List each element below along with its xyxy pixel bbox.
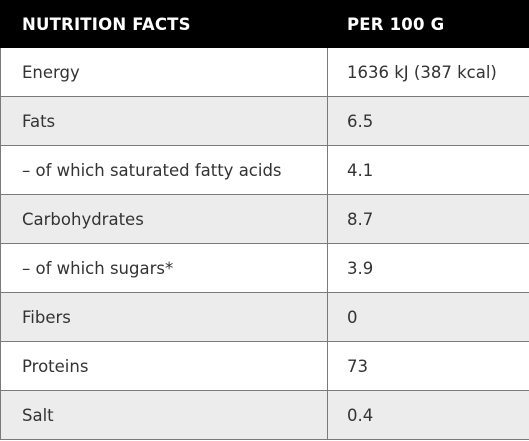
nutrient-name: – of which sugars* xyxy=(0,243,328,293)
table-row: – of which sugars* 3.9 xyxy=(0,243,529,293)
nutrient-name: Fats xyxy=(0,96,328,146)
table-row: Energy 1636 kJ (387 kcal) xyxy=(0,47,529,97)
nutrient-value: 3.9 xyxy=(327,243,529,293)
nutrient-name: Energy xyxy=(0,47,328,97)
nutrient-value: 1636 kJ (387 kcal) xyxy=(327,47,529,97)
table-row: – of which saturated fatty acids 4.1 xyxy=(0,145,529,195)
header-nutrition-facts: NUTRITION FACTS xyxy=(0,0,328,48)
nutrient-name: – of which saturated fatty acids xyxy=(0,145,328,195)
header-per-100g: PER 100 G xyxy=(327,0,529,48)
nutrient-value: 0.4 xyxy=(327,390,529,440)
table-row: Fibers 0 xyxy=(0,292,529,342)
nutrient-name: Proteins xyxy=(0,341,328,391)
nutrient-value: 8.7 xyxy=(327,194,529,244)
table-row: Proteins 73 xyxy=(0,341,529,391)
nutrient-value: 0 xyxy=(327,292,529,342)
table-row: Salt 0.4 xyxy=(0,390,529,440)
nutrient-name: Carbohydrates xyxy=(0,194,328,244)
nutrient-value: 73 xyxy=(327,341,529,391)
table-header-row: NUTRITION FACTS PER 100 G xyxy=(0,0,529,48)
nutrient-value: 6.5 xyxy=(327,96,529,146)
nutrient-value: 4.1 xyxy=(327,145,529,195)
nutrient-name: Fibers xyxy=(0,292,328,342)
nutrient-name: Salt xyxy=(0,390,328,440)
table-row: Carbohydrates 8.7 xyxy=(0,194,529,244)
table-row: Fats 6.5 xyxy=(0,96,529,146)
